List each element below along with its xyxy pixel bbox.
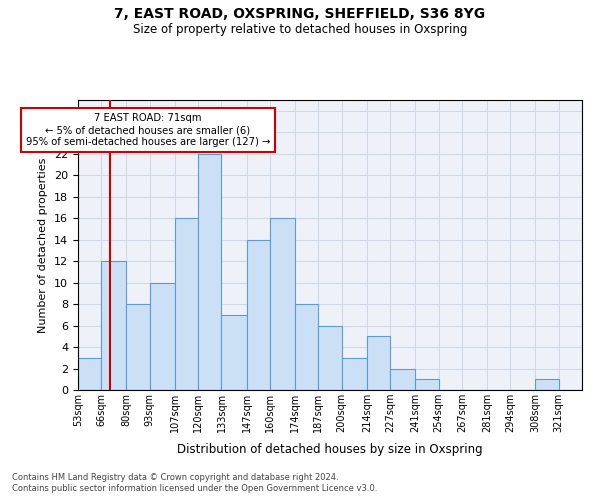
Bar	[270, 218, 295, 390]
Bar	[247, 240, 270, 390]
Bar	[198, 154, 221, 390]
Text: Distribution of detached houses by size in Oxspring: Distribution of detached houses by size …	[177, 442, 483, 456]
Bar	[319, 326, 341, 390]
Text: 7, EAST ROAD, OXSPRING, SHEFFIELD, S36 8YG: 7, EAST ROAD, OXSPRING, SHEFFIELD, S36 8…	[115, 8, 485, 22]
Bar	[367, 336, 390, 390]
Bar	[127, 304, 150, 390]
Bar	[390, 368, 415, 390]
Text: Contains HM Land Registry data © Crown copyright and database right 2024.: Contains HM Land Registry data © Crown c…	[12, 472, 338, 482]
Text: 7 EAST ROAD: 71sqm
← 5% of detached houses are smaller (6)
95% of semi-detached : 7 EAST ROAD: 71sqm ← 5% of detached hous…	[26, 114, 270, 146]
Bar	[221, 315, 247, 390]
Bar	[415, 380, 439, 390]
Text: Size of property relative to detached houses in Oxspring: Size of property relative to detached ho…	[133, 22, 467, 36]
Bar	[101, 261, 127, 390]
Bar	[175, 218, 198, 390]
Bar	[150, 282, 175, 390]
Bar	[535, 380, 559, 390]
Text: Contains public sector information licensed under the Open Government Licence v3: Contains public sector information licen…	[12, 484, 377, 493]
Bar	[78, 358, 101, 390]
Bar	[341, 358, 367, 390]
Y-axis label: Number of detached properties: Number of detached properties	[38, 158, 49, 332]
Bar	[295, 304, 319, 390]
